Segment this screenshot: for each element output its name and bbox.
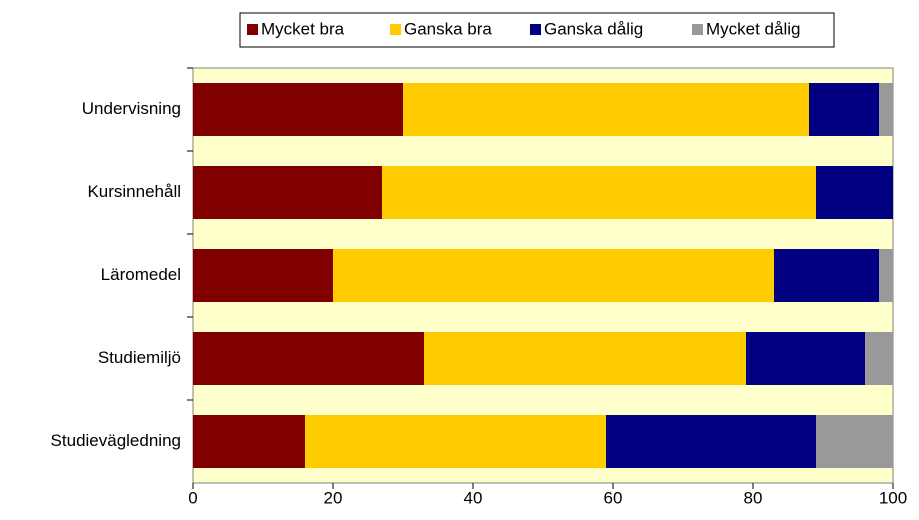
bar-segment bbox=[333, 249, 774, 302]
bar-segment bbox=[193, 415, 305, 468]
x-tick-label: 40 bbox=[464, 488, 483, 507]
x-tick-label: 80 bbox=[744, 488, 763, 507]
bar-segment bbox=[879, 83, 893, 136]
legend-label: Mycket bra bbox=[261, 19, 345, 38]
bar-segment bbox=[305, 415, 606, 468]
legend-label: Mycket dålig bbox=[706, 19, 800, 38]
bar-segment bbox=[865, 332, 893, 385]
x-tick-label: 20 bbox=[324, 488, 343, 507]
x-tick-label: 60 bbox=[604, 488, 623, 507]
y-tick-label: Studiemiljö bbox=[98, 348, 181, 367]
y-tick-label: Undervisning bbox=[82, 99, 181, 118]
bar-segment bbox=[193, 83, 403, 136]
bar-segment bbox=[606, 415, 816, 468]
bar-segment bbox=[879, 249, 893, 302]
y-tick-label: Kursinnehåll bbox=[87, 182, 181, 201]
x-tick-label: 0 bbox=[188, 488, 197, 507]
bar-segment bbox=[403, 83, 809, 136]
bar-segment bbox=[382, 166, 816, 219]
bar-segment bbox=[193, 166, 382, 219]
bar-segment bbox=[809, 83, 879, 136]
y-tick-label: Läromedel bbox=[101, 265, 181, 284]
bar-segment bbox=[816, 166, 893, 219]
legend-label: Ganska bra bbox=[404, 19, 492, 38]
bar-segment bbox=[774, 249, 879, 302]
legend-swatch bbox=[692, 24, 703, 35]
bar-segment bbox=[746, 332, 865, 385]
bar-segment bbox=[193, 332, 424, 385]
legend-swatch bbox=[390, 24, 401, 35]
x-tick-label: 100 bbox=[879, 488, 907, 507]
bar-segment bbox=[193, 249, 333, 302]
y-tick-label: Studievägledning bbox=[51, 431, 181, 450]
bar-segment bbox=[424, 332, 746, 385]
bar-segment bbox=[816, 415, 893, 468]
legend-label: Ganska dålig bbox=[544, 19, 643, 38]
legend-swatch bbox=[247, 24, 258, 35]
legend-swatch bbox=[530, 24, 541, 35]
